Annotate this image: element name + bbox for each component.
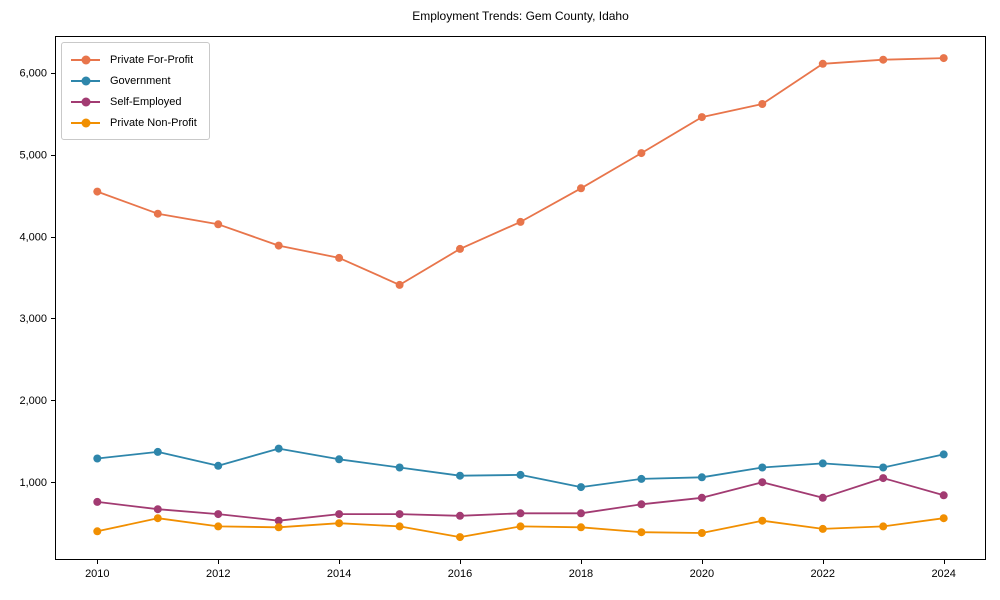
legend-label: Government [110,74,171,87]
data-point-self-employed-2013 [274,516,283,525]
y-tick-label: 3,000 [19,313,47,325]
data-point-self-employed-2019 [637,500,646,509]
data-point-private-for-profit-2018 [577,184,585,193]
chart-title: Employment Trends: Gem County, Idaho [412,9,629,23]
y-tick-label: 6,000 [19,68,47,80]
data-point-private-non-profit-2011 [153,514,162,523]
data-point-government-2018 [577,483,585,492]
legend-marker-icon [71,76,100,85]
x-tick-label: 2016 [448,568,472,580]
data-point-private-non-profit-2015 [395,522,404,531]
data-point-government-2022 [818,459,827,468]
data-point-private-non-profit-2013 [274,523,283,532]
data-point-private-non-profit-2020 [697,529,706,537]
data-point-self-employed-2023 [879,474,888,483]
x-tick-label: 2024 [931,568,955,580]
data-point-government-2017 [516,470,525,479]
data-point-self-employed-2024 [939,491,948,500]
x-tick-label: 2012 [206,568,230,580]
legend-item-government: Government [71,70,197,91]
data-point-government-2010 [93,454,102,463]
x-tick-label: 2014 [327,568,351,580]
data-point-private-for-profit-2021 [758,100,767,108]
series-line-government [96,447,945,489]
data-point-private-non-profit-2017 [516,522,525,531]
data-point-private-for-profit-2016 [456,244,464,253]
data-point-government-2020 [697,473,706,482]
data-point-government-2016 [456,471,464,480]
data-point-self-employed-2010 [93,497,102,506]
data-point-private-for-profit-2024 [939,54,948,63]
data-point-private-for-profit-2014 [335,253,344,262]
data-point-self-employed-2018 [577,509,585,518]
x-tick-label: 2018 [569,568,593,580]
data-point-self-employed-2022 [818,493,827,502]
data-point-self-employed-2014 [335,510,344,519]
data-point-government-2011 [153,447,162,456]
axes-box [55,36,986,560]
data-point-self-employed-2020 [697,493,706,502]
data-point-self-employed-2017 [516,509,525,518]
y-tick-label: 1,000 [19,477,47,489]
data-point-self-employed-2012 [214,510,223,519]
legend-item-self-employed: Self-Employed [71,91,197,112]
legend-dot-swatch [81,55,90,64]
data-point-self-employed-2016 [456,511,464,520]
data-point-government-2014 [335,455,344,464]
data-point-private-for-profit-2012 [214,220,223,229]
data-point-private-non-profit-2012 [214,522,223,531]
legend-marker-icon [71,97,100,106]
data-point-government-2012 [214,461,223,470]
legend-item-private-for-profit: Private For-Profit [71,49,197,70]
y-tick-label: 4,000 [19,231,47,243]
legend-dot-swatch [81,76,90,85]
data-point-private-for-profit-2010 [93,187,102,196]
legend-label: Self-Employed [110,95,182,108]
x-tick-label: 2020 [690,568,714,580]
data-point-self-employed-2015 [395,510,404,519]
data-point-private-non-profit-2010 [93,527,102,536]
y-tick-label: 2,000 [19,395,47,407]
data-point-private-for-profit-2023 [879,55,888,64]
data-point-government-2013 [274,444,283,453]
data-point-private-for-profit-2017 [516,217,525,226]
legend-marker-icon [71,55,100,64]
data-point-private-non-profit-2024 [939,514,948,523]
legend: Private For-Profit Government Self-Employe… [61,42,210,140]
data-point-government-2015 [395,463,404,472]
data-point-government-2024 [939,450,948,459]
legend-item-private-non-profit: Private Non-Profit [71,112,197,133]
data-point-private-non-profit-2021 [758,516,767,525]
data-point-private-for-profit-2022 [818,59,827,68]
y-tick-label: 5,000 [19,149,47,161]
x-tick-label: 2022 [811,568,835,580]
data-point-private-non-profit-2016 [456,533,464,542]
data-point-government-2019 [637,474,646,483]
data-point-government-2021 [758,463,767,472]
data-point-government-2023 [879,463,888,472]
legend-marker-icon [71,118,100,127]
legend-dot-swatch [81,118,90,127]
legend-label: Private Non-Profit [110,116,197,129]
series-line-private-for-profit [96,57,945,286]
data-point-private-non-profit-2023 [879,522,888,531]
data-point-private-for-profit-2019 [637,149,646,158]
data-point-private-non-profit-2014 [335,519,344,528]
data-point-private-non-profit-2019 [637,528,646,537]
data-point-private-non-profit-2022 [818,524,827,533]
legend-dot-swatch [81,97,90,106]
data-point-private-for-profit-2020 [697,113,706,122]
legend-label: Private For-Profit [110,53,194,66]
data-point-self-employed-2011 [153,505,162,514]
data-point-private-non-profit-2018 [577,523,585,532]
data-point-self-employed-2021 [758,478,767,487]
data-point-private-for-profit-2013 [274,241,283,250]
data-point-private-for-profit-2015 [395,280,404,289]
x-tick-label: 2010 [85,568,109,580]
data-point-private-for-profit-2011 [153,209,162,218]
